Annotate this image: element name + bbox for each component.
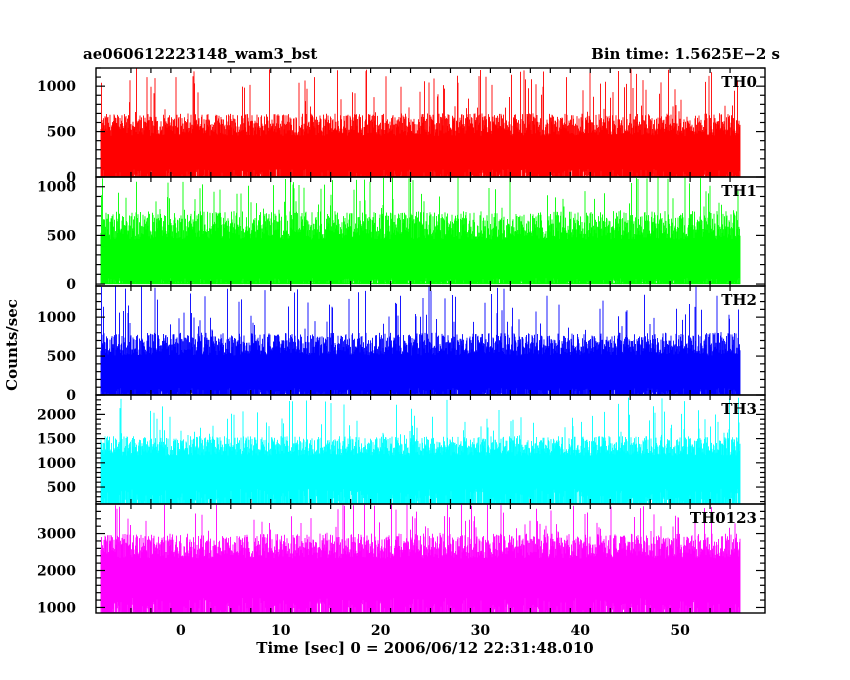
- y-tick-label: 2000: [37, 564, 76, 580]
- series-label-th3: TH3: [721, 400, 757, 418]
- panel-th0123: 1000 2000 3000 TH0123 0 10 20 30 40 50: [37, 503, 766, 639]
- x-tick-label: 20: [371, 623, 391, 639]
- x-tick-label: 50: [670, 623, 690, 639]
- series-label-th0: TH0: [721, 73, 757, 91]
- y-axis-label: Counts/sec: [3, 299, 21, 391]
- y-tick-label: 1500: [37, 432, 76, 448]
- series-label-th1: TH1: [721, 182, 757, 200]
- y-tick-label: 1000: [37, 600, 76, 616]
- chart-title: ae060612223148_wam3_bst: [83, 45, 317, 63]
- y-tick-label: 1000: [37, 79, 76, 95]
- x-axis-label: Time [sec] 0 = 2006/06/12 22:31:48.010: [256, 639, 593, 657]
- x-tick-label: 10: [271, 623, 291, 639]
- series-label-th2: TH2: [721, 291, 757, 309]
- y-tick-label: 0: [66, 388, 76, 404]
- y-tick-label: 500: [47, 480, 76, 496]
- y-tick-label: 2000: [37, 407, 76, 423]
- series-label-th0123: TH0123: [690, 509, 757, 527]
- y-tick-label: 0: [66, 277, 76, 293]
- y-tick-label: 1000: [37, 456, 76, 472]
- y-tick-label: 500: [47, 125, 76, 141]
- x-tick-label: 30: [471, 623, 491, 639]
- series-th3-line: [100, 397, 741, 504]
- series-th1-line: [100, 177, 741, 285]
- x-tick-label: 40: [571, 623, 591, 639]
- y-tick-label: 500: [47, 349, 76, 365]
- panel-th3: 500 1000 1500 2000 TH3: [37, 394, 766, 505]
- series-th2-line: [100, 286, 741, 395]
- panel-th0: 0 500 1000 TH0: [37, 67, 766, 186]
- y-tick-label: 3000: [37, 527, 76, 543]
- series-th0123-line: [100, 504, 741, 613]
- x-tick-label: 0: [176, 623, 186, 639]
- y-tick-label: 1000: [37, 310, 76, 326]
- y-tick-label: 1000: [37, 180, 76, 196]
- series-th1-base: [100, 283, 741, 285]
- bin-time-label: Bin time: 1.5625E−2 s: [591, 45, 780, 63]
- series-th0-line: [100, 68, 741, 177]
- panel-th1: 0 500 1000 TH1: [37, 176, 766, 293]
- panel-th2: 0 500 1000 TH2: [37, 285, 766, 404]
- y-tick-label: 500: [47, 228, 76, 244]
- y-tick-label: 0: [66, 170, 76, 186]
